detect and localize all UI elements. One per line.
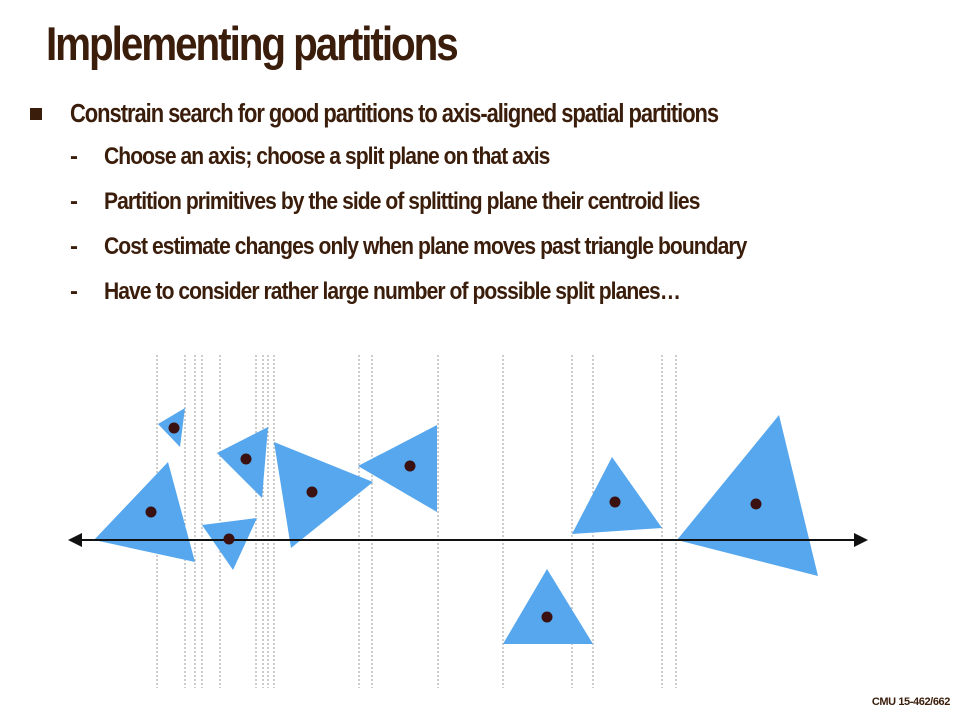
course-footer: CMU 15-462/662 (871, 696, 951, 708)
primitive-triangles (94, 408, 818, 644)
centroid-dot (306, 486, 318, 498)
triangle-primitive (358, 425, 437, 512)
centroids (145, 422, 762, 623)
axis-arrow-right-icon (854, 533, 868, 547)
dash-icon: - (70, 233, 78, 260)
split-plane-lines (156, 355, 677, 688)
partition-axis (68, 533, 868, 547)
centroid-dot (750, 498, 762, 510)
centroid-dot (223, 533, 235, 545)
axis-arrow-left-icon (68, 533, 82, 547)
triangle-primitive (572, 457, 662, 534)
sub-bullet-text: Have to consider rather large number of … (104, 278, 681, 305)
sub-bullet-text: Choose an axis; choose a split plane on … (104, 143, 550, 170)
sub-bullet-text: Partition primitives by the side of spli… (104, 188, 700, 215)
dash-icon: - (70, 188, 78, 215)
triangle-primitive (94, 462, 195, 562)
triangle-primitive (274, 442, 373, 548)
centroid-dot (541, 611, 553, 623)
slide-title: Implementing partitions (46, 17, 459, 70)
bullet-square-icon (30, 108, 42, 120)
centroid-dot (145, 506, 157, 518)
dash-icon: - (70, 278, 78, 305)
triangle-primitive (677, 415, 818, 576)
centroid-dot (609, 496, 621, 508)
dash-icon: - (70, 143, 78, 170)
triangle-primitive (503, 569, 593, 644)
centroid-dot (168, 422, 180, 434)
centroid-dot (404, 460, 416, 472)
sub-bullet-text: Cost estimate changes only when plane mo… (104, 233, 747, 260)
main-bullet-text: Constrain search for good partitions to … (70, 100, 719, 128)
centroid-dot (240, 453, 252, 465)
